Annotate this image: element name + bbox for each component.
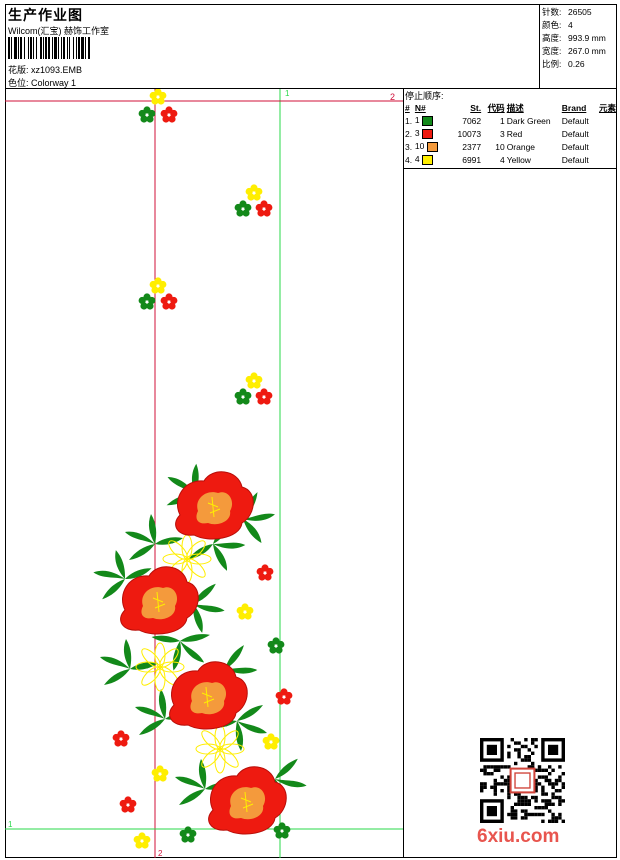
header-stats: 针数: 26505 颜色: 4 高度: 993.9 mm 宽度: 267.0 mm 比例…: [540, 4, 617, 89]
color-swatch: [426, 141, 438, 152]
small-flower-cluster-4: [234, 372, 273, 405]
stop-sequence-title: 停止顺序:: [405, 91, 444, 101]
barcode: [8, 37, 109, 59]
sheet-subtitle: Wilcom(汇宝) 赫饰工作室: [8, 26, 109, 36]
design-label: 花版:: [8, 65, 29, 75]
small-flower-cluster-1: [138, 89, 178, 123]
color-swatch: [422, 128, 434, 139]
marker-right-red: 2: [390, 92, 395, 102]
design-value: xz1093.EMB: [31, 65, 83, 75]
marker-bottom-center: 2: [158, 849, 163, 858]
colorway-value: Colorway 1: [31, 78, 77, 88]
embroidery-preview: 1 2 1 2: [5, 89, 403, 858]
design-line: 花版: xz1093.EMB: [8, 63, 82, 76]
color-swatch: [422, 154, 434, 165]
small-flower-cluster-2: [234, 184, 273, 217]
stop-sequence-panel: 停止顺序: # N# St. 代码 描述 Brand 元素 1. 1 7062 …: [404, 89, 617, 169]
table-row: 2. 3 10073 3 Red Default: [405, 128, 589, 139]
stop-sequence-table: # N# St. 代码 描述 Brand 元素 1. 1 7062 1 Dark…: [404, 101, 617, 166]
table-row: 3. 10 2377 10 Orange Default: [405, 141, 589, 152]
col-header: Brand: [561, 102, 587, 113]
production-sheet: [5, 4, 617, 858]
stat-scale: 比例: 0.26: [542, 59, 585, 69]
stat-stitches: 针数: 26505: [542, 7, 592, 17]
stat-height: 高度: 993.9 mm: [542, 33, 606, 43]
marker-top-right: 1: [285, 89, 290, 98]
stat-colors: 颜色: 4: [542, 20, 573, 30]
col-header: St.: [470, 102, 482, 113]
marker-bottom-left: 1: [8, 820, 13, 829]
sheet-title: 生产作业图: [8, 7, 83, 23]
col-header: N#: [414, 102, 426, 113]
col-header: 元素: [598, 102, 616, 113]
table-header-row: # N# St. 代码 描述 Brand 元素: [404, 101, 617, 114]
small-flower-cluster-3: [138, 277, 178, 310]
table-row: 1. 1 7062 1 Dark Green Default: [405, 115, 589, 126]
col-header: 代码: [487, 102, 505, 113]
stat-width: 宽度: 267.0 mm: [542, 46, 606, 56]
color-swatch: [422, 115, 434, 126]
colorway-label: 色位:: [8, 78, 29, 88]
header-left: 生产作业图 Wilcom(汇宝) 赫饰工作室 花版: xz1093.EMB 色位…: [5, 4, 540, 89]
table-row: 4. 4 6991 4 Yellow Default: [405, 154, 589, 165]
qr-code: [480, 738, 565, 823]
design-canvas: 1 2 1 2: [5, 89, 404, 858]
watermark-logo: 6xiu.com: [477, 826, 560, 847]
col-header: 描述: [506, 102, 524, 113]
floral-vine: [90, 459, 310, 849]
colorway-line: 色位: Colorway 1: [8, 76, 76, 89]
col-header: #: [405, 102, 410, 113]
